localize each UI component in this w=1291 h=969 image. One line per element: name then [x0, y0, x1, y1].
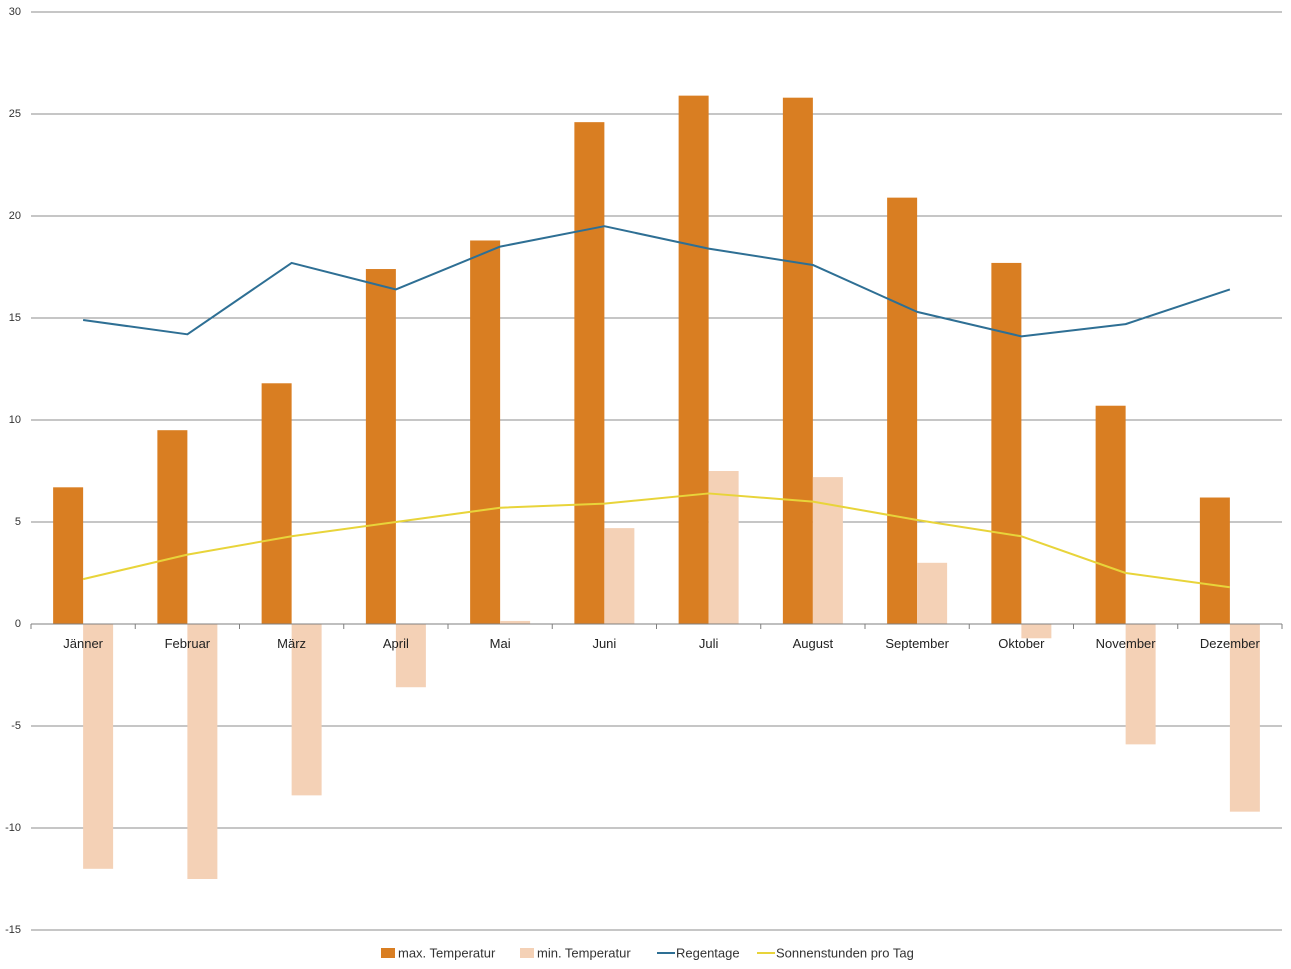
y-tick-label: 20: [9, 210, 21, 222]
bar-max-temperature: [1199, 497, 1230, 624]
bar-max-temperature: [991, 262, 1022, 624]
bar-max-temperature: [887, 197, 918, 624]
series-lines: [82, 225, 1231, 589]
bar-min-temperature: [917, 562, 948, 624]
legend: max. Temperatur min. Temperatur Regentage S…: [381, 946, 914, 961]
bar-max-temperature: [261, 383, 292, 624]
legend-label: max. Temperatur: [398, 946, 496, 961]
bar-min-temperature: [708, 471, 739, 624]
bar-min-temperature: [291, 624, 322, 796]
legend-swatch: [381, 948, 395, 958]
y-tick-label: 5: [15, 516, 21, 528]
category-label: Juli: [699, 636, 719, 651]
y-tick-label: -5: [11, 720, 21, 732]
bar-min-temperature: [1125, 624, 1156, 745]
bar-min-temperature: [604, 528, 635, 624]
grid-lines: [31, 11, 1282, 931]
bar-min-temperature: [1229, 624, 1260, 812]
bar-max-temperature: [574, 122, 605, 624]
y-tick-label: 15: [9, 312, 21, 324]
category-label: Februar: [165, 636, 211, 651]
bars: [53, 95, 1260, 879]
legend-swatch: [520, 948, 534, 958]
legend-label: Sonnenstunden pro Tag: [776, 946, 914, 961]
bar-max-temperature: [678, 95, 709, 624]
line-rain-days: [82, 225, 1231, 338]
y-axis-tick-labels: 30 25 20 15 10 5 0 -5 -10 -15: [5, 6, 21, 936]
category-label: Juni: [592, 636, 616, 651]
line-sunshine-hours: [82, 492, 1231, 589]
category-labels: Jänner Februar März April Mai Juni Juli August S…: [63, 636, 1260, 651]
y-tick-label: -10: [5, 822, 21, 834]
category-label: Dezember: [1200, 636, 1261, 651]
y-tick-label: 0: [15, 618, 21, 630]
category-label: April: [383, 636, 409, 651]
category-label: September: [885, 636, 949, 651]
category-label: Oktober: [998, 636, 1045, 651]
bar-max-temperature: [157, 430, 188, 624]
bar-min-temperature: [187, 624, 218, 879]
bar-max-temperature: [470, 240, 501, 625]
bar-min-temperature: [500, 620, 531, 624]
category-label: Mai: [490, 636, 511, 651]
bar-min-temperature: [1021, 624, 1052, 639]
x-axis: [30, 623, 1283, 629]
y-tick-label: -15: [5, 924, 21, 936]
legend-label: min. Temperatur: [537, 946, 631, 961]
bar-max-temperature: [1095, 405, 1126, 624]
y-tick-label: 30: [9, 6, 21, 18]
bar-max-temperature: [782, 97, 813, 625]
category-label: November: [1096, 636, 1157, 651]
category-label: August: [793, 636, 834, 651]
bar-min-temperature: [395, 624, 426, 688]
bar-min-temperature: [812, 477, 843, 624]
legend-label: Regentage: [676, 946, 740, 961]
category-label: März: [277, 636, 306, 651]
category-label: Jänner: [63, 636, 103, 651]
bar-max-temperature: [365, 269, 396, 624]
y-tick-label: 10: [9, 414, 21, 426]
y-tick-label: 25: [9, 108, 21, 120]
bar-min-temperature: [83, 624, 114, 869]
bar-max-temperature: [53, 487, 84, 624]
